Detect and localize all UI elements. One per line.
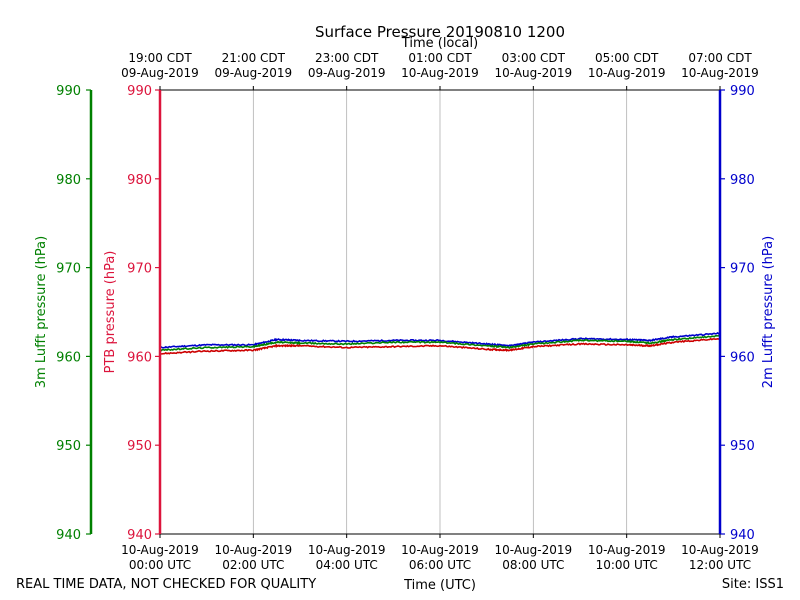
red-y-axis-label: PTB pressure (hPa) — [103, 251, 118, 374]
bottom-x-tick-date: 10-Aug-2019 — [215, 543, 293, 557]
red-y-tick-label: 950 — [127, 439, 152, 454]
site-label: Site: ISS1 — [722, 577, 784, 592]
green-y-tick-label: 970 — [56, 262, 81, 277]
top-x-tick-date: 09-Aug-2019 — [215, 66, 293, 80]
top-x-tick-date: 10-Aug-2019 — [495, 66, 573, 80]
blue-y-tick-label: 970 — [730, 262, 755, 277]
series-layer — [159, 331, 721, 356]
red-y-tick-label: 980 — [127, 173, 152, 188]
quality-note: REAL TIME DATA, NOT CHECKED FOR QUALITY — [16, 577, 316, 592]
y-axis-ticks: 940 940 940 950 950 950 960 960 960 970 970 970 980 9… — [56, 84, 755, 543]
top-axis-label: Time (local) — [401, 36, 478, 51]
top-x-tick-date: 10-Aug-2019 — [401, 66, 479, 80]
bottom-x-tick-time: 08:00 UTC — [502, 558, 564, 572]
top-x-tick-time: 07:00 CDT — [688, 51, 752, 65]
blue-y-tick-label: 990 — [730, 84, 755, 99]
top-x-tick-date: 09-Aug-2019 — [121, 66, 199, 80]
bottom-x-tick-date: 10-Aug-2019 — [681, 543, 759, 557]
blue-y-tick-label: 940 — [730, 528, 755, 543]
bottom-x-tick-date: 10-Aug-2019 — [308, 543, 386, 557]
bottom-x-tick-time: 12:00 UTC — [689, 558, 751, 572]
top-x-tick-time: 21:00 CDT — [222, 51, 286, 65]
red-y-tick-label: 940 — [127, 528, 152, 543]
bottom-x-tick-time: 00:00 UTC — [129, 558, 191, 572]
bottom-x-tick-date: 10-Aug-2019 — [121, 543, 199, 557]
top-x-tick-time: 01:00 CDT — [408, 51, 472, 65]
top-x-tick-date: 10-Aug-2019 — [681, 66, 759, 80]
top-x-tick-time: 19:00 CDT — [128, 51, 192, 65]
green-y-tick-label: 950 — [56, 439, 81, 454]
blue-y-tick-label: 980 — [730, 173, 755, 188]
blue-y-axis-label: 2m Lufft pressure (hPa) — [761, 236, 776, 388]
chart-title: Surface Pressure 20190810 1200 — [315, 23, 565, 41]
green-y-tick-label: 980 — [56, 173, 81, 188]
green-y-tick-label: 990 — [56, 84, 81, 99]
top-x-tick-time: 05:00 CDT — [595, 51, 659, 65]
top-x-tick-date: 09-Aug-2019 — [308, 66, 386, 80]
bottom-x-tick-time: 04:00 UTC — [316, 558, 378, 572]
blue-y-tick-label: 960 — [730, 350, 755, 365]
red-y-tick-label: 970 — [127, 262, 152, 277]
green-y-tick-label: 940 — [56, 528, 81, 543]
blue-y-tick-label: 950 — [730, 439, 755, 454]
bottom-x-tick-date: 10-Aug-2019 — [588, 543, 666, 557]
bottom-x-tick-time: 02:00 UTC — [222, 558, 284, 572]
bottom-x-tick-date: 10-Aug-2019 — [401, 543, 479, 557]
bottom-x-tick-time: 06:00 UTC — [409, 558, 471, 572]
pressure-series-line — [159, 334, 721, 352]
vertical-grid — [252, 90, 628, 534]
pressure-series-line — [159, 331, 721, 349]
green-y-axis-label: 3m Lufft pressure (hPa) — [34, 236, 49, 388]
red-y-tick-label: 990 — [127, 84, 152, 99]
top-x-tick-time: 23:00 CDT — [315, 51, 379, 65]
red-y-tick-label: 960 — [127, 350, 152, 365]
green-y-tick-label: 960 — [56, 350, 81, 365]
bottom-x-tick-date: 10-Aug-2019 — [495, 543, 573, 557]
top-x-tick-date: 10-Aug-2019 — [588, 66, 666, 80]
bottom-axis-label: Time (UTC) — [403, 578, 476, 593]
pressure-series-line — [159, 337, 721, 356]
bottom-x-tick-time: 10:00 UTC — [596, 558, 658, 572]
top-x-tick-time: 03:00 CDT — [502, 51, 566, 65]
